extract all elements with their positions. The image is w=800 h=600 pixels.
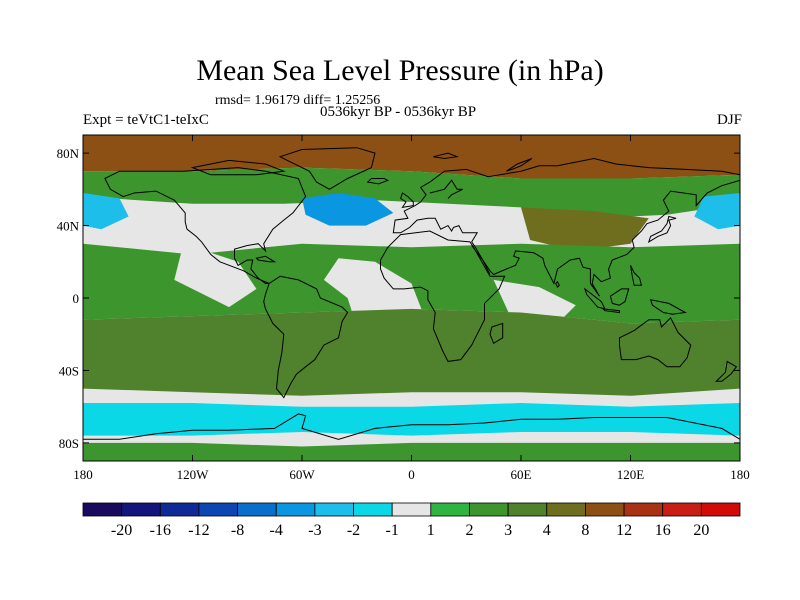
coast-new-zealand bbox=[715, 360, 738, 382]
coast-cuba bbox=[255, 255, 277, 263]
y-tick-label: 80S bbox=[59, 436, 79, 451]
coast-java bbox=[601, 308, 620, 314]
season-label: DJF bbox=[716, 112, 742, 128]
colorbar-swatch bbox=[623, 502, 664, 517]
colorbar-level-label: 2 bbox=[466, 522, 474, 539]
colorbar-level-label: 16 bbox=[655, 522, 671, 539]
y-tick-label: 40S bbox=[59, 363, 79, 378]
coast-sri-lanka bbox=[555, 280, 560, 288]
x-tick-label: 180 bbox=[73, 467, 93, 482]
coast-novaya-zemlya bbox=[506, 158, 533, 172]
chart-title: Mean Sea Level Pressure (in hPa) bbox=[196, 54, 604, 87]
y-tick-label: 80N bbox=[57, 146, 80, 161]
colorbar-swatch bbox=[82, 502, 123, 517]
coast-greenland bbox=[278, 147, 376, 190]
colorbar-level-label: 1 bbox=[427, 522, 435, 539]
colorbar-swatch bbox=[507, 502, 548, 517]
coast-borneo bbox=[609, 288, 630, 306]
coast-baltic bbox=[429, 179, 463, 199]
coast-madagascar bbox=[489, 322, 504, 345]
coast-canadian-archipelago bbox=[190, 159, 286, 176]
colorbar-swatch bbox=[121, 502, 161, 517]
coast-new-guinea bbox=[649, 299, 687, 315]
coast-antarctica bbox=[83, 413, 740, 440]
colorbar-level-label: -4 bbox=[270, 522, 283, 539]
coast-japan bbox=[647, 215, 677, 244]
pressure-anomaly-field bbox=[83, 135, 740, 461]
colorbar-level-label: -8 bbox=[231, 522, 244, 539]
coast-australia bbox=[619, 317, 692, 368]
anomaly-region-12 bbox=[83, 442, 740, 461]
anomaly-region-10 bbox=[83, 308, 740, 396]
colorbar-swatch bbox=[198, 502, 238, 517]
coast-philippines bbox=[630, 265, 643, 286]
anomaly-region-0 bbox=[83, 135, 740, 179]
colorbar-swatch bbox=[430, 502, 470, 517]
anomaly-region-5 bbox=[521, 207, 649, 251]
anomaly-region-8 bbox=[174, 243, 257, 308]
colorbar-level-label: -1 bbox=[386, 522, 399, 539]
coast-britain bbox=[400, 192, 414, 209]
colorbar-level-label: -3 bbox=[308, 522, 321, 539]
anomaly-region-3 bbox=[83, 193, 129, 230]
axes: 180 120W 60W 0 60E 120E 180 80N 40N 0 40S 80S bbox=[57, 135, 750, 482]
anomaly-region-4 bbox=[694, 193, 740, 230]
colorbar-swatch bbox=[353, 502, 393, 517]
colorbar-swatch bbox=[662, 502, 702, 517]
x-tick-label: 120E bbox=[617, 467, 645, 482]
y-tick-label: 40N bbox=[57, 219, 80, 234]
x-tick-label: 60E bbox=[511, 467, 532, 482]
x-tick-label: 0 bbox=[408, 467, 415, 482]
x-tick-label: 120W bbox=[177, 467, 210, 482]
colorbar-swatch bbox=[159, 502, 200, 517]
colorbar-level-label: -16 bbox=[150, 522, 171, 539]
colorbar-level-label: 4 bbox=[543, 522, 551, 539]
colorbar-swatch bbox=[314, 502, 354, 517]
coast-south-america bbox=[263, 275, 349, 399]
rmsd-diff-stats: rmsd= 1.96179 diff= 1.25256 bbox=[215, 93, 381, 108]
colorbar-swatch bbox=[391, 502, 432, 517]
colorbar-level-label: 8 bbox=[581, 522, 589, 539]
colorbar-swatch bbox=[237, 502, 277, 517]
colorbar-swatch bbox=[275, 502, 316, 517]
time-period-label: 0536kyr BP - 0536kyr BP bbox=[320, 104, 477, 120]
experiment-label: Expt = teVtC1-teIxC bbox=[83, 112, 209, 128]
coast-svalbard bbox=[433, 152, 460, 160]
colorbar-swatch bbox=[700, 502, 741, 517]
colorbar-swatch bbox=[469, 502, 509, 517]
coast-africa bbox=[380, 230, 506, 362]
colorbar-level-label: -12 bbox=[188, 522, 209, 539]
x-tick-label: 60W bbox=[289, 467, 315, 482]
coast-sumatra bbox=[583, 287, 606, 310]
colorbar-level-label: 12 bbox=[616, 522, 632, 539]
colorbar-level-label: 20 bbox=[693, 522, 709, 539]
anomaly-region-2 bbox=[302, 193, 394, 226]
coast-iceland bbox=[366, 178, 390, 185]
coast-red-sea bbox=[471, 245, 491, 275]
y-tick-label: 0 bbox=[73, 291, 80, 306]
colorbar-level-label: -2 bbox=[347, 522, 360, 539]
colorbar-level-label: -20 bbox=[111, 522, 132, 539]
coastlines bbox=[83, 147, 740, 440]
colorbar-level-label: 3 bbox=[504, 522, 512, 539]
anomaly-region-11 bbox=[83, 403, 740, 436]
coast-north-america bbox=[104, 167, 307, 284]
anomaly-region-1 bbox=[83, 167, 740, 219]
coast-eurasia bbox=[392, 157, 740, 297]
colorbar-swatch bbox=[546, 502, 586, 517]
colorbar: -20 -16 -12 -8 -4 -3 -2 -1 1 2 3 4 8 12 16 20 bbox=[82, 502, 741, 539]
x-tick-label: 180 bbox=[730, 467, 750, 482]
colorbar-swatch bbox=[585, 502, 625, 517]
